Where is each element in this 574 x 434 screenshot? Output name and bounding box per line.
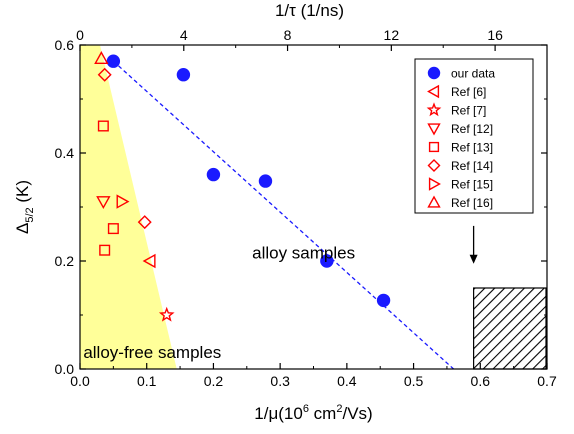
top-axis-title: 1/τ (1/ns) <box>275 1 344 20</box>
y-title-end: (K) <box>13 180 32 207</box>
y-tick-label: 0.6 <box>55 37 75 53</box>
legend-label: Ref [12] <box>451 122 493 136</box>
x-axis-title: 1/μ(106 cm2/Vs) <box>254 403 372 423</box>
y-axis-title: Δ5/2 (K) <box>13 180 36 234</box>
x-title-main: 1/μ(10 <box>254 404 303 423</box>
x-title-end: /Vs) <box>342 404 372 423</box>
shaded-polygon <box>80 45 177 369</box>
legend-label: Ref [14] <box>451 159 493 173</box>
x-tick-label: 0.5 <box>404 373 424 389</box>
x-tick-label: 0.1 <box>137 373 157 389</box>
y-title-sub: 5/2 <box>24 207 36 222</box>
x-title-mid: cm <box>309 404 336 423</box>
annotation-label: alloy samples <box>252 243 355 262</box>
point-our-data <box>107 55 119 67</box>
legend: our data Ref [6] Ref [7] Ref [12] Ref [13] Re… <box>415 59 533 213</box>
point-our-data <box>177 69 189 81</box>
legend-label: Ref [13] <box>451 141 493 155</box>
top-tick-label: 0 <box>76 27 84 43</box>
top-tick-label: 16 <box>487 27 503 43</box>
x-tick-label: 0.7 <box>537 373 557 389</box>
legend-label: our data <box>451 67 495 81</box>
y-tick-label: 0.0 <box>55 361 75 377</box>
y-title-main: Δ <box>13 223 32 234</box>
legend-label: Ref [7] <box>451 104 486 118</box>
x-tick-label: 0.3 <box>270 373 290 389</box>
point-our-data <box>207 169 219 181</box>
top-axis: 0 4 8 12 16 <box>76 27 503 51</box>
annotation-label: alloy-free samples <box>83 343 221 362</box>
y-tick-label: 0.4 <box>55 145 75 161</box>
arrow <box>470 226 478 264</box>
x-tick-label: 0.6 <box>471 373 491 389</box>
legend-label: Ref [15] <box>451 178 493 192</box>
legend-label: Ref [6] <box>451 85 486 99</box>
hatched-box <box>474 288 546 369</box>
legend-label: Ref [16] <box>451 196 493 210</box>
x-tick-label: 0.4 <box>337 373 357 389</box>
x-tick-label: 0.2 <box>204 373 224 389</box>
top-tick-label: 4 <box>180 27 188 43</box>
point-our-data <box>259 175 271 187</box>
hatched-rect <box>474 288 546 369</box>
y-tick-label: 0.2 <box>55 253 75 269</box>
top-tick-label: 8 <box>284 27 292 43</box>
point-our-data <box>378 294 390 306</box>
arrow-head <box>470 255 478 264</box>
alloy-free-shaded-region <box>80 45 177 369</box>
top-tick-label: 12 <box>384 27 400 43</box>
legend-marker <box>429 68 440 79</box>
